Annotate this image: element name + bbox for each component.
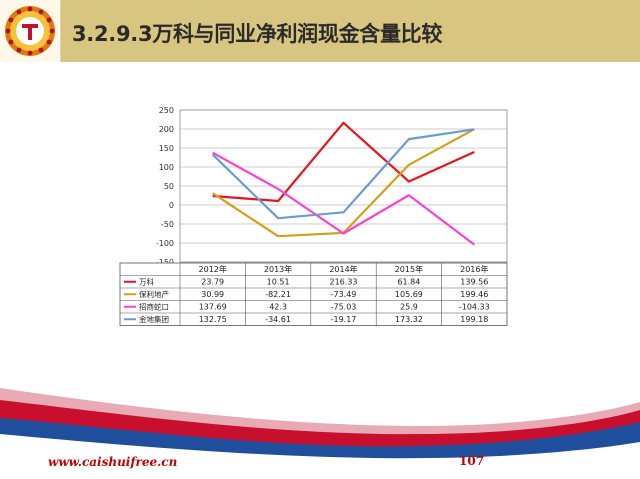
data-label: 137.69	[199, 303, 227, 312]
data-label: 105.69	[395, 290, 423, 299]
data-label: 25.9	[400, 303, 418, 312]
x-tick-label: 2014年	[329, 264, 357, 274]
data-label: -104.33	[459, 303, 490, 312]
data-label: -82.21	[265, 290, 291, 299]
series-line	[212, 121, 475, 203]
data-label: -34.61	[265, 315, 291, 324]
legend-label: 招商蛇口	[139, 302, 169, 312]
footer-wave	[0, 388, 640, 479]
data-label: 216.33	[330, 278, 358, 287]
logo-emblem-icon	[5, 6, 55, 56]
data-label: 42.3	[269, 303, 287, 312]
y-tick-label: 150	[159, 144, 174, 153]
y-tick-label: -100	[156, 239, 174, 248]
series-line	[211, 128, 475, 220]
page-number: 107	[459, 454, 485, 468]
y-tick-label: 200	[159, 125, 174, 134]
data-label: -75.03	[331, 303, 357, 312]
legend-label: 保利地产	[139, 289, 169, 299]
data-label: -19.17	[331, 315, 357, 324]
y-tick-label: -150	[156, 258, 174, 267]
data-label: 61.84	[397, 278, 420, 287]
line-chart: 250 200 150 100 50 0 -50 -100 -150 2012年 2013年 2014…	[119, 106, 508, 326]
page-title: 3.2.9.3万科与同业净利润现金含量比较	[72, 22, 443, 46]
y-tick-label: 0	[169, 201, 174, 210]
x-tick-label: 2016年	[460, 264, 488, 274]
footer-url[interactable]: www.caishuifree.cn	[48, 455, 178, 469]
y-tick-label: 250	[159, 106, 174, 115]
y-tick-label: 100	[159, 163, 174, 172]
data-label: -73.49	[331, 290, 357, 299]
y-tick-label: -50	[161, 220, 174, 229]
logo	[0, 0, 61, 62]
data-label: 173.32	[395, 315, 423, 324]
x-tick-label: 2012年	[199, 264, 227, 274]
legend-label: 万科	[139, 277, 154, 287]
data-label: 10.51	[267, 278, 290, 287]
data-label: 132.75	[199, 315, 227, 324]
data-table	[119, 262, 508, 326]
x-tick-label: 2013年	[264, 264, 292, 274]
data-label: 23.79	[201, 278, 224, 287]
data-label: 199.18	[460, 315, 488, 324]
data-label: 139.56	[460, 278, 488, 287]
data-label: 30.99	[201, 290, 224, 299]
legend-label: 金地集团	[139, 314, 169, 324]
header-bar	[0, 0, 640, 62]
y-tick-label: 50	[164, 182, 174, 191]
x-tick-label: 2015年	[395, 264, 423, 274]
series-line	[212, 151, 475, 246]
data-label: 199.46	[460, 290, 488, 299]
